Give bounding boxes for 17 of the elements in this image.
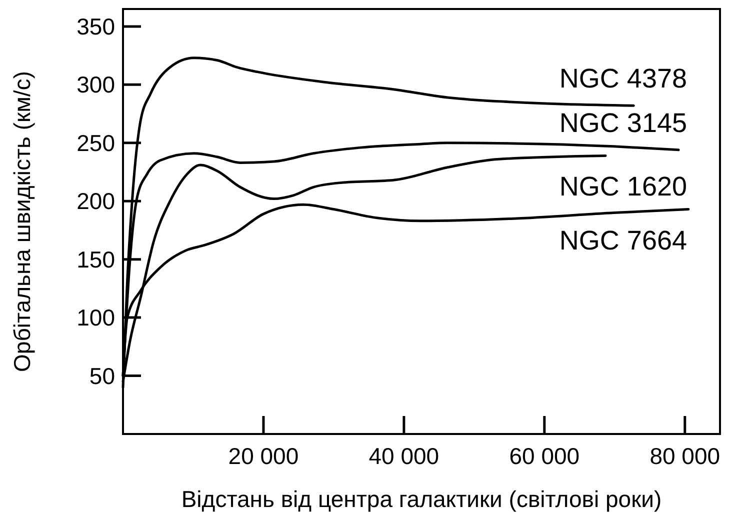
series-label: NGC 4378 <box>559 64 687 94</box>
x-tick-label: 20 000 <box>228 443 299 469</box>
series-label: NGC 3145 <box>559 108 687 138</box>
y-tick-label: 200 <box>76 188 115 214</box>
x-tick-label: 40 000 <box>368 443 440 469</box>
y-tick-label: 250 <box>76 130 115 156</box>
series-label: NGC 1620 <box>559 172 687 202</box>
y-tick-label: 300 <box>76 72 115 98</box>
y-tick-label: 350 <box>76 14 115 40</box>
y-tick-label: 50 <box>89 362 115 389</box>
y-tick-label: 100 <box>76 304 115 331</box>
series-label: NGC 7664 <box>559 225 687 256</box>
x-tick-label: 80 000 <box>650 443 720 469</box>
y-tick-label: 150 <box>76 246 115 272</box>
x-tick-label: 60 000 <box>509 443 580 469</box>
x-axis-title: Відстань від центра галактики (світлові роки) <box>181 486 662 512</box>
y-axis-title: Орбітальна швидкість (км/с) <box>9 71 35 372</box>
